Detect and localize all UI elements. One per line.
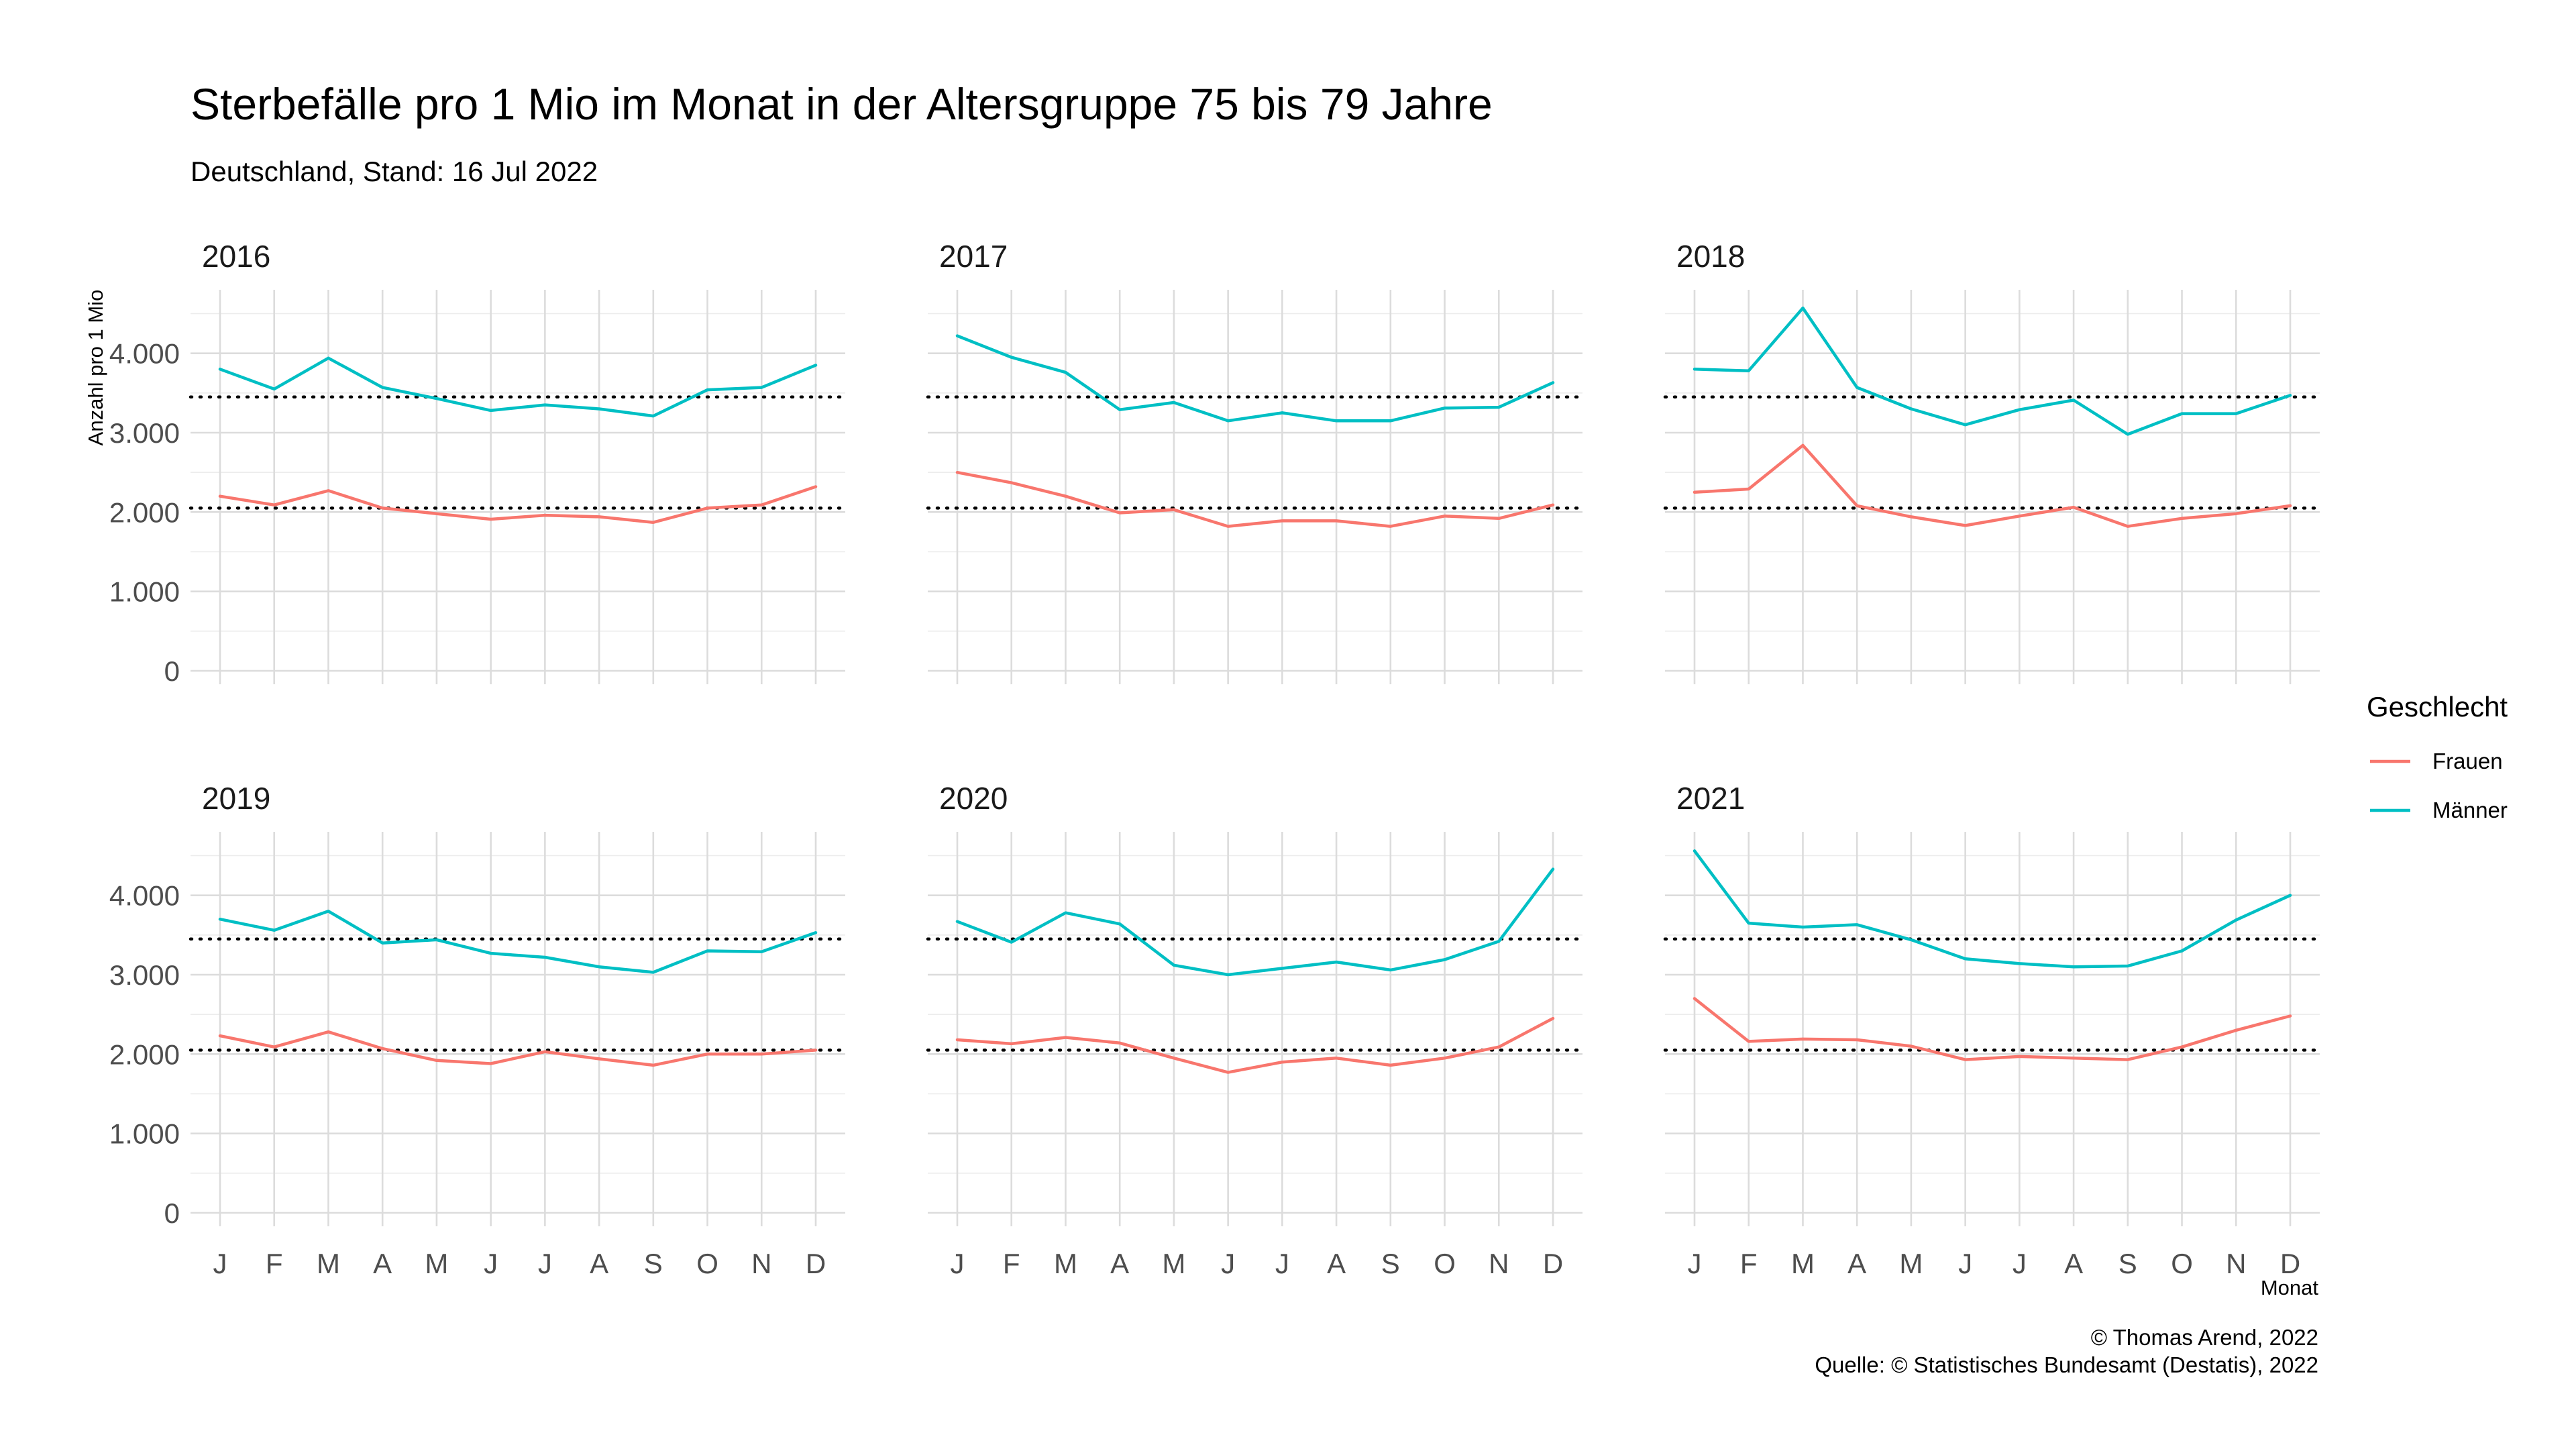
y-tick-label: 4.000 — [109, 338, 180, 370]
y-tick-label: 4.000 — [109, 880, 180, 912]
y-tick-label: 3.000 — [109, 417, 180, 449]
y-tick-label: 0 — [164, 655, 180, 687]
series-line-maenner — [955, 334, 1555, 423]
x-tick-label: A — [1327, 1248, 1346, 1279]
x-tick-label: N — [2226, 1248, 2246, 1279]
series-line-maenner — [1693, 306, 2292, 436]
x-tick-label: J — [1275, 1248, 1289, 1279]
y-axis-label: Anzahl pro 1 Mio — [84, 290, 107, 446]
series-line-frauen — [955, 1016, 1555, 1074]
x-tick-label: M — [1162, 1248, 1185, 1279]
x-tick-label: J — [951, 1248, 965, 1279]
series-line-frauen — [218, 485, 818, 524]
series-line-maenner — [1693, 849, 2292, 969]
x-tick-label: J — [2012, 1248, 2027, 1279]
x-tick-label: J — [538, 1248, 552, 1279]
caption-source: Quelle: © Statistisches Bundesamt (Desta… — [1815, 1352, 2318, 1377]
x-tick-label: A — [590, 1248, 608, 1279]
x-tick-label: S — [1381, 1248, 1400, 1279]
y-tick-label: 3.000 — [109, 959, 180, 991]
facet-strip-label: 2017 — [939, 239, 1008, 274]
x-tick-label: M — [317, 1248, 340, 1279]
chart-subtitle: Deutschland, Stand: 16 Jul 2022 — [191, 156, 598, 187]
y-tick-label: 2.000 — [109, 1038, 180, 1070]
series-line-frauen — [955, 470, 1555, 528]
x-tick-label: F — [1740, 1248, 1758, 1279]
y-tick-label: 0 — [164, 1197, 180, 1229]
facet-panel-2020: 2020 J F M A M J J A S O N D — [926, 781, 1585, 1279]
chart-title: Sterbefälle pro 1 Mio im Monat in der Al… — [191, 79, 1493, 129]
x-tick-label: D — [2280, 1248, 2300, 1279]
x-tick-label: O — [1434, 1248, 1456, 1279]
x-tick-label: M — [425, 1248, 448, 1279]
x-tick-label: A — [1847, 1248, 1866, 1279]
x-tick-label: J — [484, 1248, 498, 1279]
x-tick-label: F — [1003, 1248, 1020, 1279]
series-line-frauen — [1693, 997, 2292, 1061]
y-tick-label: 2.000 — [109, 496, 180, 528]
legend-label-maenner: Männer — [2432, 798, 2508, 822]
facet-panel-2017: 2017 — [926, 239, 1585, 684]
facet-strip-label: 2018 — [1676, 239, 1745, 274]
facet-panel-2016: 2016 0 1.000 2.000 3.000 4.000 — [109, 239, 847, 687]
x-tick-label: J — [1221, 1248, 1235, 1279]
legend-title: Geschlecht — [2367, 691, 2508, 722]
series-line-frauen — [218, 1030, 818, 1067]
x-tick-label: J — [213, 1248, 227, 1279]
facet-strip-label: 2019 — [202, 781, 270, 816]
x-tick-label: N — [751, 1248, 771, 1279]
legend: Geschlecht Frauen Männer — [2367, 691, 2508, 822]
x-tick-label: M — [1899, 1248, 1923, 1279]
series-line-maenner — [218, 910, 818, 974]
x-tick-label: J — [1688, 1248, 1702, 1279]
facet-panel-2021: 2021 J F M A M J J A S O N D — [1663, 781, 2322, 1279]
x-tick-label: M — [1791, 1248, 1815, 1279]
y-tick-label: 1.000 — [109, 576, 180, 608]
series-line-maenner — [218, 356, 818, 418]
x-tick-label: O — [696, 1248, 718, 1279]
x-tick-label: D — [806, 1248, 826, 1279]
y-tick-label: 1.000 — [109, 1118, 180, 1150]
facet-strip-label: 2016 — [202, 239, 270, 274]
x-tick-label: D — [1543, 1248, 1563, 1279]
x-tick-label: A — [1110, 1248, 1129, 1279]
x-tick-label: S — [644, 1248, 663, 1279]
x-tick-label: F — [266, 1248, 283, 1279]
x-tick-label: N — [1489, 1248, 1509, 1279]
facet-strip-label: 2020 — [939, 781, 1008, 816]
x-axis-label: Monat — [2261, 1276, 2319, 1299]
x-tick-label: J — [1958, 1248, 1972, 1279]
facet-strip-label: 2021 — [1676, 781, 1745, 816]
series-line-maenner — [955, 867, 1555, 977]
facet-panel-2019: 2019 0 1.000 2.000 3.000 4.000 J F M A M J J A S O N D — [109, 781, 847, 1279]
x-tick-label: A — [2064, 1248, 2083, 1279]
series-line-frauen — [1693, 443, 2292, 528]
facet-panels: 2016 0 1.000 2.000 3.000 4.000 2017 2018 2019 0 1.… — [109, 239, 2322, 1279]
facet-panel-2018: 2018 — [1663, 239, 2322, 684]
legend-label-frauen: Frauen — [2432, 749, 2503, 773]
caption-author: © Thomas Arend, 2022 — [2091, 1325, 2318, 1350]
x-tick-label: M — [1054, 1248, 1077, 1279]
x-tick-label: S — [2118, 1248, 2137, 1279]
x-tick-label: O — [2171, 1248, 2193, 1279]
x-tick-label: A — [373, 1248, 392, 1279]
